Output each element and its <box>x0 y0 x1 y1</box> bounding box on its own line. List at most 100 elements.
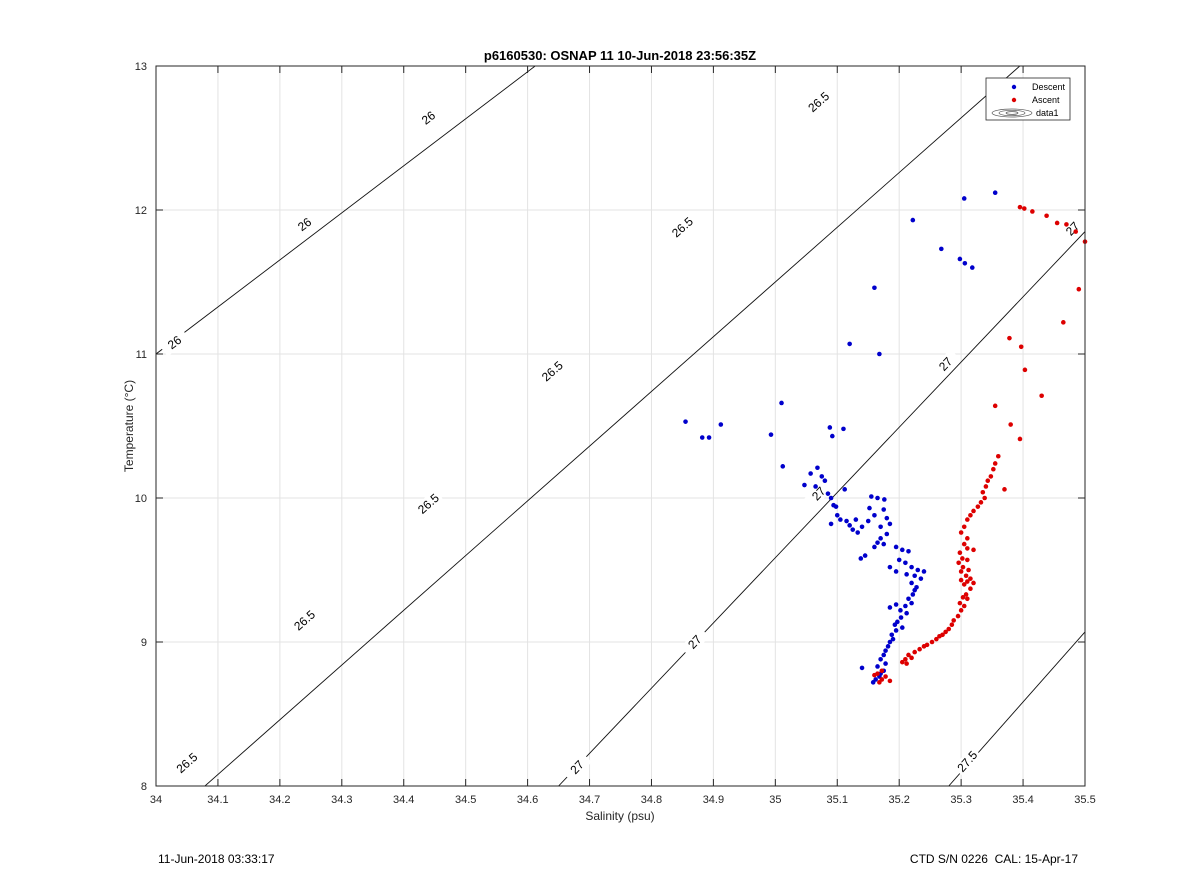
x-tick-label: 34.8 <box>641 794 662 806</box>
data-point-ascent <box>917 646 922 652</box>
data-point-ascent <box>965 557 970 563</box>
data-point-descent <box>833 504 839 509</box>
data-point-descent <box>893 602 899 607</box>
data-point-ascent <box>978 500 984 505</box>
legend: Descent Ascent data1 <box>985 77 1071 121</box>
data-point-descent <box>881 507 887 512</box>
data-point-ascent <box>958 577 964 583</box>
data-point-descent <box>878 524 883 530</box>
x-tick-label: 35.1 <box>827 794 848 806</box>
contour-label-bg <box>803 478 834 509</box>
data-point-descent <box>855 530 861 535</box>
data-point-descent <box>825 491 831 496</box>
data-point-ascent <box>961 541 967 547</box>
data-point-ascent <box>877 680 882 685</box>
x-tick-label: 34.9 <box>703 794 724 806</box>
data-point-ascent <box>1017 436 1023 442</box>
y-axis-label: Temperature (°C) <box>122 380 136 472</box>
data-point-descent <box>962 260 968 266</box>
data-point-descent <box>830 433 835 439</box>
data-point-ascent <box>966 567 971 573</box>
y-tick-label: 11 <box>136 349 147 361</box>
data-point-descent <box>904 610 909 616</box>
data-point-ascent <box>968 576 973 581</box>
data-point-ascent <box>1076 286 1082 292</box>
data-point-descent <box>878 536 883 541</box>
data-point-descent <box>909 564 914 570</box>
data-point-ascent <box>887 678 893 684</box>
data-point-descent <box>881 652 887 658</box>
data-point-descent <box>899 625 905 630</box>
data-point-ascent <box>957 550 963 556</box>
data-point-ascent <box>992 461 998 466</box>
data-point-ascent <box>991 466 996 472</box>
data-point-ascent <box>904 661 909 666</box>
data-point-ascent <box>958 608 964 613</box>
data-point-descent <box>884 531 890 537</box>
legend-label-contours: data1 <box>1036 108 1059 118</box>
data-point-ascent <box>921 644 927 649</box>
data-point-ascent <box>965 579 970 584</box>
data-point-ascent <box>965 596 970 602</box>
data-point-descent <box>706 435 712 440</box>
x-tick-label: 34.1 <box>207 794 228 806</box>
data-point-descent <box>815 465 820 471</box>
data-point-descent <box>992 190 998 196</box>
data-point-ascent <box>1073 229 1079 234</box>
x-tick-label: 34.4 <box>393 794 414 806</box>
x-tick-label: 34.7 <box>579 794 600 806</box>
data-point-descent <box>877 351 882 357</box>
data-point-ascent <box>946 626 952 632</box>
data-point-ascent <box>1017 204 1023 210</box>
data-point-descent <box>878 656 883 662</box>
footer-timestamp: 11-Jun-2018 03:33:17 <box>158 852 275 866</box>
data-point-descent <box>887 564 893 570</box>
data-point-descent <box>910 592 916 597</box>
data-points <box>683 190 1088 685</box>
data-point-ascent <box>960 556 965 561</box>
data-point-descent <box>841 426 846 432</box>
data-point-descent <box>893 628 899 633</box>
data-point-descent <box>903 603 908 609</box>
data-point-ascent <box>883 674 888 679</box>
data-point-ascent <box>985 478 991 484</box>
data-point-descent <box>802 482 807 488</box>
data-point-ascent <box>906 652 911 658</box>
contour-line-26 <box>156 66 536 355</box>
data-point-descent <box>828 495 834 501</box>
data-point-ascent <box>909 655 914 661</box>
data-point-descent <box>865 518 871 524</box>
data-point-ascent <box>968 512 973 518</box>
data-point-descent <box>939 246 944 252</box>
data-point-ascent <box>955 613 961 619</box>
data-point-descent <box>819 474 825 479</box>
data-point-descent <box>899 547 905 553</box>
data-point-descent <box>969 265 975 270</box>
contour-label-bg <box>667 212 698 242</box>
data-point-ascent <box>957 600 963 606</box>
data-point-descent <box>869 494 874 499</box>
density-contours: 26262626.526.526.526.526.526.52727272727… <box>156 66 1085 786</box>
data-point-ascent <box>961 582 967 587</box>
data-point-ascent <box>975 504 981 509</box>
data-point-ascent <box>1002 487 1007 492</box>
data-point-ascent <box>960 564 966 570</box>
data-point-ascent <box>958 569 964 574</box>
contour-label-bg <box>537 356 568 386</box>
data-point-descent <box>887 605 893 610</box>
legend-marker-ascent <box>1011 97 1017 103</box>
series-descent <box>683 190 998 685</box>
data-point-ascent <box>1044 213 1049 219</box>
x-tick-label: 35 <box>769 794 781 806</box>
data-point-ascent <box>1061 320 1066 325</box>
data-point-descent <box>813 484 818 489</box>
data-point-descent <box>808 471 813 476</box>
contour-label-bg <box>680 627 710 657</box>
data-point-ascent <box>943 629 948 635</box>
data-point-ascent <box>929 639 935 645</box>
data-point-ascent <box>1039 393 1044 399</box>
data-point-ascent <box>949 622 955 628</box>
contour-label-bg <box>413 489 444 519</box>
data-point-descent <box>822 478 828 484</box>
data-point-descent <box>904 572 909 577</box>
